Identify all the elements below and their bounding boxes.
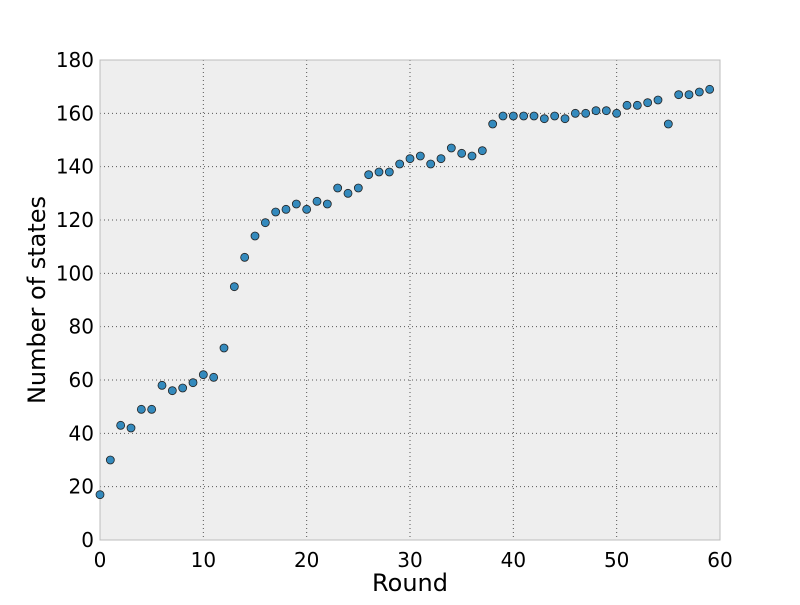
data-point	[271, 207, 281, 217]
x-axis-label: Round	[372, 569, 448, 597]
data-point	[229, 282, 239, 292]
grid-lines	[100, 60, 720, 540]
data-point	[467, 151, 477, 161]
y-tick-label: 80	[69, 315, 94, 339]
data-point	[643, 98, 653, 108]
data-point	[498, 111, 508, 121]
x-tick-label: 30	[397, 548, 422, 572]
data-point	[550, 111, 560, 121]
data-point	[653, 95, 663, 105]
data-point	[426, 159, 436, 169]
data-point	[178, 383, 188, 393]
y-axis-label: Number of states	[23, 196, 51, 404]
y-tick-label: 60	[69, 368, 94, 392]
data-point	[591, 106, 601, 116]
data-point	[343, 188, 353, 198]
y-tick-label: 100	[56, 261, 94, 285]
data-point	[322, 199, 332, 209]
data-point	[302, 204, 312, 214]
data-point	[519, 111, 529, 121]
data-point	[395, 159, 405, 169]
data-point	[167, 386, 177, 396]
data-point	[157, 380, 167, 390]
y-tick-label: 120	[56, 208, 94, 232]
data-point	[281, 204, 291, 214]
x-tick-label: 40	[501, 548, 526, 572]
data-point	[374, 167, 384, 177]
data-point	[250, 231, 260, 241]
data-point	[312, 196, 322, 206]
data-point	[477, 146, 487, 156]
x-tick-label: 20	[294, 548, 319, 572]
data-point	[457, 148, 467, 158]
y-tick-label: 180	[56, 48, 94, 72]
data-point	[694, 87, 704, 97]
y-tick-label: 20	[69, 475, 94, 499]
data-point	[436, 154, 446, 164]
data-point	[136, 404, 146, 414]
data-point	[405, 154, 415, 164]
y-tick-label: 40	[69, 421, 94, 445]
data-point	[570, 108, 580, 118]
data-point	[539, 114, 549, 124]
data-point	[219, 343, 229, 353]
data-point	[446, 143, 456, 153]
x-tick-labels: 0 10 20 30 40 50 60	[94, 548, 733, 572]
data-point	[209, 372, 219, 382]
data-point	[384, 167, 394, 177]
data-point	[508, 111, 518, 121]
data-point	[612, 108, 622, 118]
data-point	[353, 183, 363, 193]
data-point	[105, 455, 115, 465]
x-tick-label: 60	[707, 548, 732, 572]
y-tick-label: 140	[56, 155, 94, 179]
data-point	[674, 90, 684, 100]
data-point	[240, 252, 250, 262]
data-point	[601, 106, 611, 116]
data-point	[622, 100, 632, 110]
y-tick-label: 0	[81, 528, 94, 552]
plot-frame	[99, 59, 721, 541]
data-point	[560, 114, 570, 124]
y-tick-label: 160	[56, 101, 94, 125]
x-tick-label: 50	[604, 548, 629, 572]
data-point	[581, 108, 591, 118]
data-point	[333, 183, 343, 193]
x-tick-label: 10	[191, 548, 216, 572]
data-point	[529, 111, 539, 121]
y-tick-labels: 0 20 40 60 80 100 120 140 160 180	[56, 48, 94, 552]
data-point	[95, 490, 105, 500]
data-point	[663, 119, 673, 129]
data-point	[364, 170, 374, 180]
data-point	[705, 84, 715, 94]
data-point	[291, 199, 301, 209]
data-point	[147, 404, 157, 414]
data-point	[415, 151, 425, 161]
data-point	[126, 423, 136, 433]
data-point	[260, 218, 270, 228]
data-point	[198, 370, 208, 380]
x-tick-label: 0	[94, 548, 107, 572]
data-point	[188, 378, 198, 388]
data-point	[632, 100, 642, 110]
data-point	[684, 90, 694, 100]
data-points	[95, 84, 715, 500]
data-point	[488, 119, 498, 129]
data-point	[116, 420, 126, 430]
